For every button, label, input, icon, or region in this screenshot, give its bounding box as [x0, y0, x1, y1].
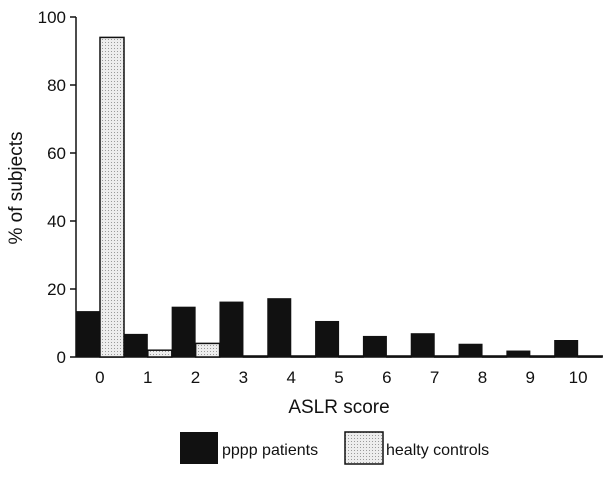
legend-label-patients: pppp patients: [222, 442, 318, 459]
x-axis-label: ASLR score: [288, 397, 389, 418]
patients-bar-7: [410, 333, 435, 357]
patients-bar-5: [315, 320, 340, 357]
x-tick-label-6: 6: [382, 368, 391, 387]
x-tick-label-4: 4: [286, 368, 295, 387]
controls-bar-5: [338, 355, 364, 358]
x-tick-label-2: 2: [191, 368, 200, 387]
patients-bar-9: [506, 350, 531, 357]
controls-bar-2: [194, 342, 221, 358]
x-tick-label-1: 1: [143, 368, 152, 387]
controls-bar-1: [147, 349, 173, 358]
x-tick-label-7: 7: [430, 368, 439, 387]
legend-label-controls: healty controls: [386, 442, 489, 459]
x-tick-label-8: 8: [478, 368, 487, 387]
y-tick-label-0: 0: [57, 348, 66, 367]
controls-bar-10: [577, 355, 603, 358]
patients-bar-10: [554, 340, 579, 357]
patients-bar-4: [267, 298, 292, 357]
x-tick-label-3: 3: [239, 368, 248, 387]
plot-area: 0 20 40 60 80 100 0 1 2 3 4 5 6 7 8 9 10: [38, 8, 603, 387]
patients-bar-8: [458, 343, 483, 357]
y-tick-label-40: 40: [47, 212, 66, 231]
x-tick-label-9: 9: [526, 368, 535, 387]
patients-bar-3: [219, 301, 244, 357]
legend-swatch-patients: [180, 432, 218, 464]
controls-bar-3: [242, 355, 269, 358]
legend-swatch-controls: [344, 431, 384, 465]
y-tick-label-60: 60: [47, 144, 66, 163]
patients-bar-1: [123, 333, 148, 357]
y-tick-label-80: 80: [47, 76, 66, 95]
patients-bar-0: [76, 311, 100, 357]
controls-bar-7: [433, 355, 460, 358]
legend: pppp patients healty controls: [180, 431, 489, 465]
x-tick-label-5: 5: [334, 368, 343, 387]
controls-bar-8: [481, 355, 508, 358]
controls-bar-0: [99, 36, 125, 358]
patients-bar-6: [362, 335, 387, 357]
y-tick-label-100: 100: [38, 8, 66, 27]
x-tick-label-10: 10: [569, 368, 588, 387]
controls-bar-6: [386, 355, 412, 358]
y-axis-label: % of subjects: [6, 132, 27, 245]
controls-bar-4: [290, 355, 317, 358]
y-tick-label-20: 20: [47, 280, 66, 299]
patients-bar-2: [171, 306, 196, 357]
controls-bar-9: [529, 355, 556, 358]
x-tick-label-0: 0: [95, 368, 104, 387]
